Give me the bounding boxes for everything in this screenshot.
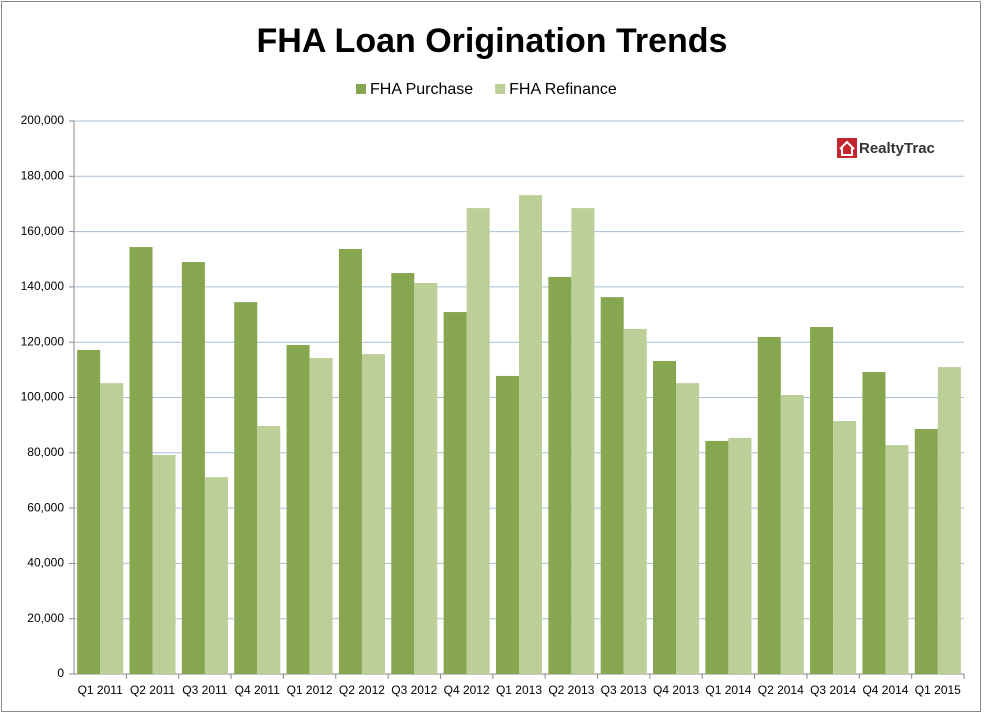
bar bbox=[391, 273, 415, 674]
x-tick-label: Q2 2012 bbox=[339, 683, 385, 697]
x-tick-label: Q1 2014 bbox=[705, 683, 751, 697]
bar bbox=[443, 312, 467, 674]
bar bbox=[338, 249, 362, 674]
bar bbox=[181, 262, 205, 674]
legend-swatch bbox=[495, 84, 506, 94]
y-tick-label: 120,000 bbox=[21, 334, 65, 348]
x-tick-label: Q3 2011 bbox=[182, 683, 227, 697]
bar bbox=[833, 421, 857, 674]
bar bbox=[728, 437, 752, 674]
logo-text: RealtyTrac bbox=[859, 140, 935, 157]
x-tick-label: Q3 2012 bbox=[391, 683, 437, 697]
bar bbox=[914, 429, 938, 674]
bar bbox=[286, 344, 310, 674]
y-tick-label: 160,000 bbox=[21, 224, 65, 238]
bar bbox=[653, 361, 677, 674]
bar bbox=[152, 455, 176, 674]
y-tick-label: 0 bbox=[57, 666, 64, 680]
x-tick-label: Q1 2013 bbox=[496, 683, 542, 697]
y-tick-label: 40,000 bbox=[27, 556, 64, 570]
x-tick-label: Q3 2014 bbox=[810, 683, 856, 697]
bar bbox=[571, 208, 595, 674]
bar bbox=[780, 395, 804, 674]
x-tick-label: Q1 2012 bbox=[287, 683, 333, 697]
bar bbox=[937, 367, 961, 674]
bar bbox=[466, 208, 490, 674]
logo: RealtyTrac bbox=[837, 138, 935, 158]
bar bbox=[862, 372, 886, 674]
legend-swatch bbox=[356, 84, 366, 94]
y-tick-label: 60,000 bbox=[27, 500, 64, 514]
x-tick-label: Q1 2011 bbox=[78, 683, 123, 697]
bar bbox=[234, 302, 258, 674]
legend-label: FHA Purchase bbox=[370, 81, 473, 98]
bar bbox=[77, 349, 101, 674]
bar bbox=[414, 283, 438, 674]
bar bbox=[495, 375, 519, 674]
bar bbox=[885, 445, 909, 674]
x-tick-label: Q3 2013 bbox=[601, 683, 647, 697]
bar bbox=[757, 336, 781, 674]
y-tick-label: 80,000 bbox=[27, 445, 64, 459]
bar bbox=[623, 328, 647, 674]
bar bbox=[676, 383, 700, 674]
x-tick-label: Q4 2011 bbox=[235, 683, 280, 697]
bar bbox=[600, 297, 624, 674]
logo-house bbox=[839, 140, 855, 156]
bar bbox=[309, 357, 333, 674]
bar bbox=[129, 247, 153, 675]
bar bbox=[204, 477, 228, 674]
bar bbox=[548, 276, 572, 674]
chart-title: FHA Loan Origination Trends bbox=[257, 22, 728, 60]
x-tick-label: Q4 2013 bbox=[653, 683, 699, 697]
bar bbox=[810, 326, 834, 674]
x-tick-label: Q4 2012 bbox=[444, 683, 490, 697]
x-tick-label: Q2 2011 bbox=[130, 683, 175, 697]
bar bbox=[519, 195, 543, 675]
bar bbox=[361, 354, 385, 674]
y-tick-label: 140,000 bbox=[21, 279, 65, 293]
x-tick-label: Q4 2014 bbox=[862, 683, 908, 697]
y-tick-label: 200,000 bbox=[21, 113, 65, 127]
x-tick-label: Q2 2013 bbox=[548, 683, 594, 697]
bar bbox=[705, 440, 729, 674]
y-tick-label: 20,000 bbox=[27, 611, 64, 625]
y-tick-label: 100,000 bbox=[21, 390, 65, 404]
bar bbox=[100, 383, 124, 674]
bar bbox=[257, 425, 281, 674]
x-tick-label: Q2 2014 bbox=[758, 683, 804, 697]
x-tick-label: Q1 2015 bbox=[915, 683, 961, 697]
y-tick-label: 180,000 bbox=[21, 168, 65, 182]
legend-label: FHA Refinance bbox=[509, 81, 617, 98]
